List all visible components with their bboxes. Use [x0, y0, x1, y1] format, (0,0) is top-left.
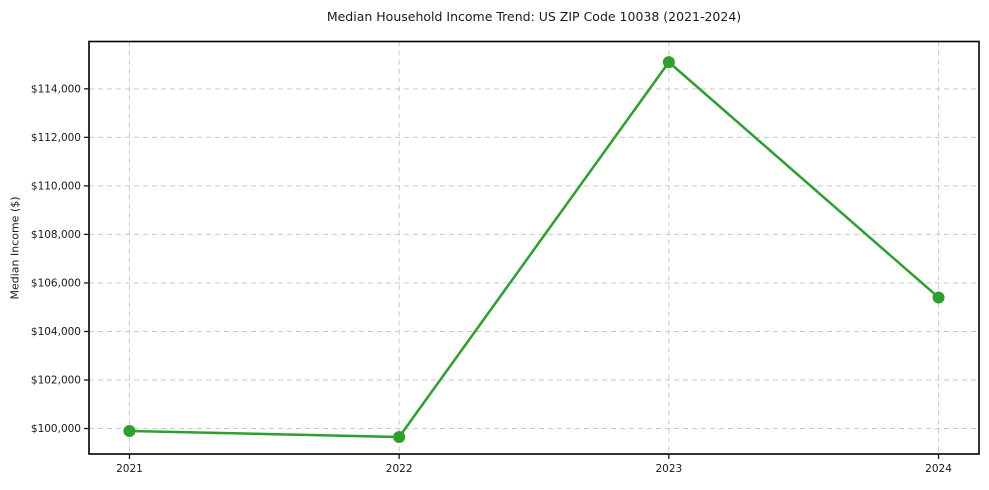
y-tick-label: $100,000 [31, 423, 81, 435]
x-tick-label: 2022 [386, 463, 413, 475]
x-tick-label: 2021 [116, 463, 143, 475]
y-tick-label: $112,000 [31, 132, 81, 144]
y-tick-label: $106,000 [31, 278, 81, 290]
plot-border [88, 40, 980, 455]
x-tick-label: 2023 [655, 463, 682, 475]
y-tick-label: $114,000 [31, 84, 81, 96]
y-tick-label: $110,000 [31, 181, 81, 193]
data-point [662, 56, 675, 69]
y-tick-label: $102,000 [31, 375, 81, 387]
y-tick-label: $108,000 [31, 229, 81, 241]
data-point [932, 291, 945, 304]
line-series [128, 60, 940, 439]
x-tick-label: 2024 [925, 463, 952, 475]
chart-title: Median Household Income Trend: US ZIP Co… [326, 9, 742, 24]
data-point [123, 424, 136, 437]
data-point [393, 431, 406, 444]
y-tick-label: $104,000 [31, 326, 81, 338]
